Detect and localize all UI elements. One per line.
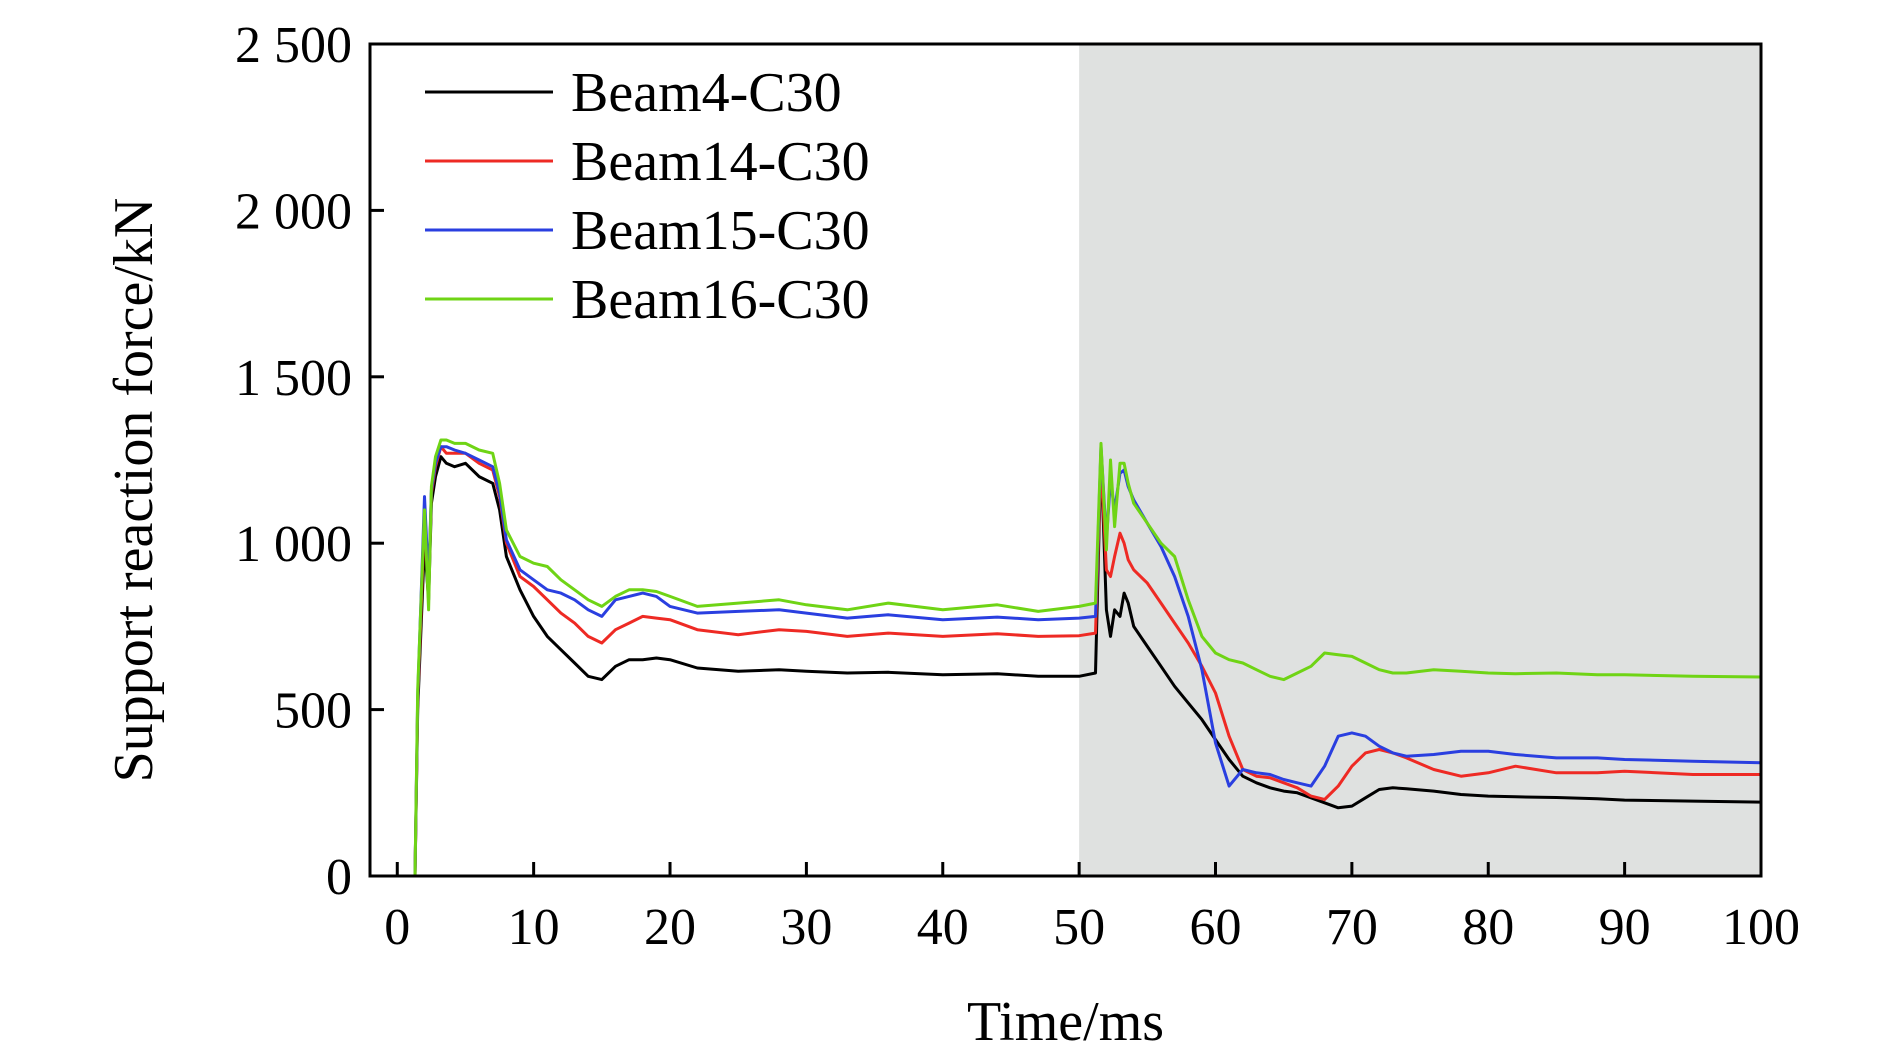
y-tick-label: 0 [326,849,352,906]
y-tick-label: 2 000 [235,183,352,240]
plot-frame [368,42,1763,878]
x-tick-label: 20 [644,899,696,956]
series-line-beam4-c30 [397,451,1762,878]
legend-label: Beam14-C30 [571,131,870,193]
x-tick-label: 0 [384,899,410,956]
series-line-beam16-c30 [397,438,1762,878]
x-tick-label: 70 [1326,899,1378,956]
axis-ticks [370,42,1763,878]
series-layer [397,438,1762,878]
legend-label: Beam15-C30 [571,200,870,262]
legend-label: Beam4-C30 [571,62,842,124]
x-tick-label: 30 [780,899,832,956]
legend: Beam4-C30 Beam14-C30 Beam15-C30 Beam16-C30 [425,62,870,331]
shaded-region [1079,44,1761,876]
x-tick-label: 50 [1053,899,1105,956]
x-tick-label: 40 [917,899,969,956]
x-tick-label: 80 [1462,899,1514,956]
x-tick-label: 60 [1190,899,1242,956]
series-line-beam15-c30 [397,445,1762,878]
plot-border [368,42,1763,878]
shaded-region-layer [1079,44,1761,876]
x-axis-title: Time/ms [967,991,1164,1049]
y-axis-title: Support reaction force/kN [103,198,165,783]
y-tick-label: 1 500 [235,350,352,407]
x-tick-label: 90 [1599,899,1651,956]
legend-label: Beam16-C30 [571,269,870,331]
x-tick-label: 100 [1722,899,1800,956]
x-tick-label: 10 [508,899,560,956]
y-tick-label: 2 500 [235,17,352,74]
y-tick-label: 500 [274,683,352,740]
y-tick-label: 1 000 [235,516,352,573]
